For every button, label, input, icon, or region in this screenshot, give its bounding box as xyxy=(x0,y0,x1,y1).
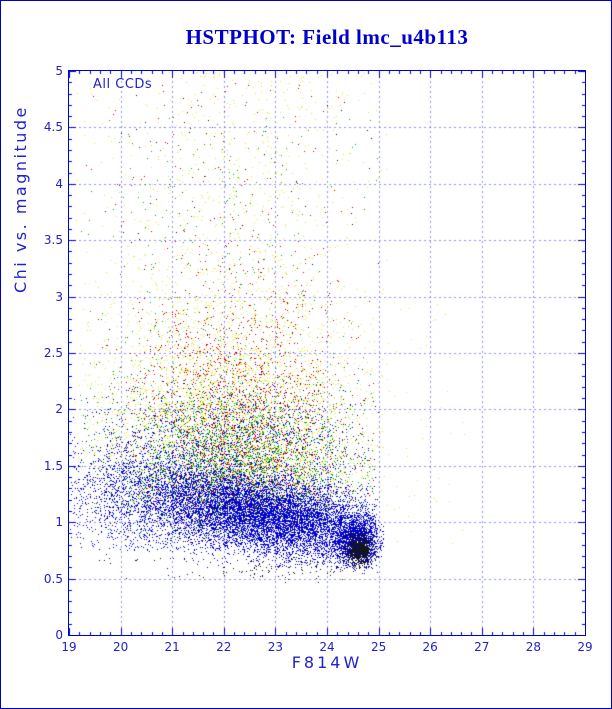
y-tick-label: 4.5 xyxy=(43,120,63,135)
x-tick-label: 22 xyxy=(216,640,232,654)
y-tick-label: 1 xyxy=(55,515,63,530)
y-tick-label: 0.5 xyxy=(43,571,63,586)
plot-frame xyxy=(68,70,586,636)
x-tick-label: 24 xyxy=(319,640,335,654)
y-tick-label: 4 xyxy=(55,176,63,191)
x-tick-label: 29 xyxy=(577,640,593,654)
x-tick-label: 28 xyxy=(525,640,542,654)
x-tick-label: 21 xyxy=(164,640,180,654)
x-tick-label: 19 xyxy=(61,640,77,654)
x-tick-label: 23 xyxy=(267,640,284,654)
x-axis-label: F814W xyxy=(291,653,363,672)
y-tick-label: 3.5 xyxy=(43,233,63,248)
x-tick-label: 25 xyxy=(370,640,387,654)
chart-title: HSTPHOT: Field lmc_u4b113 xyxy=(185,25,469,49)
ccd-annotation: All CCDs xyxy=(93,77,153,92)
y-tick-label: 2.5 xyxy=(43,346,63,360)
y-tick-label: 3 xyxy=(55,289,63,304)
x-tick-label: 27 xyxy=(474,640,490,654)
y-tick-label: 5 xyxy=(55,64,63,78)
y-tick-label: 2 xyxy=(55,402,63,417)
y-tick-label: 0 xyxy=(55,628,63,642)
y-tick-label: 1.5 xyxy=(43,458,63,473)
y-axis-label: Chi vs. magnitude xyxy=(11,105,30,293)
x-tick-label: 20 xyxy=(112,640,129,654)
x-tick-label: 26 xyxy=(422,640,438,654)
scatter-plot-canvas xyxy=(69,71,585,635)
